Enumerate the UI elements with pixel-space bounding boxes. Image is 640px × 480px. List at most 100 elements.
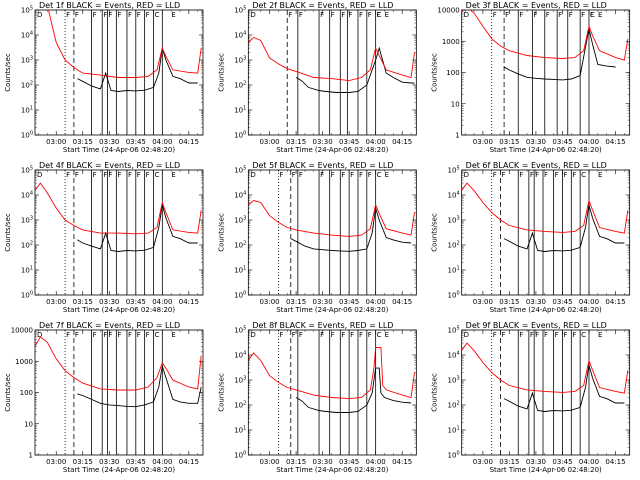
y-tick-label: 102 — [234, 241, 246, 250]
region-flag-label: F — [93, 11, 97, 19]
lld-series-line — [461, 342, 629, 394]
x-tick-label: 03:45 — [126, 298, 146, 306]
x-tick-label: 04:00 — [152, 138, 172, 146]
panel-det-2f: Det 2f BLACK = Events, RED = LLD Counts/s… — [217, 1, 417, 154]
y-tick-label: 100 — [448, 291, 460, 300]
region-flag-label: D — [250, 171, 255, 179]
region-flag-label: F — [137, 331, 141, 339]
y-tick-label: 103 — [21, 56, 33, 65]
panel-det-9f: Det 9f BLACK = Events, RED = LLD Counts/s… — [431, 321, 631, 474]
region-flag-label: F — [320, 331, 324, 339]
y-axis-label: Counts/sec — [217, 213, 225, 252]
x-tick-label: 03:30 — [313, 138, 333, 146]
y-tick-label: 104 — [21, 191, 33, 200]
y-tick-label: 103 — [234, 376, 246, 385]
y-tick-label: 104 — [448, 351, 460, 360]
x-axis-label: Start Time (24-Apr-06 02:48:20) — [490, 306, 602, 314]
region-flag-label: F — [546, 11, 550, 19]
y-tick-label: 100 — [234, 451, 246, 460]
x-tick-label: 03:45 — [339, 138, 359, 146]
y-tick-label: 10 — [451, 100, 460, 108]
region-flag-label: F — [530, 171, 534, 179]
region-flag-label: F — [350, 171, 354, 179]
plot-frame — [34, 9, 204, 136]
region-flag-label: D — [37, 331, 42, 339]
panel-title: Det 1f BLACK = Events, RED = LLD — [39, 1, 180, 10]
panel-title: Det 3f BLACK = Events, RED = LLD — [466, 1, 607, 10]
x-tick-label: 04:00 — [152, 298, 172, 306]
region-flag-label: F — [569, 11, 573, 19]
y-tick-label: 100 — [20, 389, 33, 397]
x-axis-label: Start Time (24-Apr-06 02:48:20) — [63, 306, 175, 314]
region-flag-label: F — [502, 331, 506, 339]
x-tick-label: 03:00 — [259, 458, 279, 466]
region-flag-label: F — [288, 11, 292, 19]
y-tick-label: 100 — [234, 291, 246, 300]
x-tick-label: 03:15 — [499, 458, 519, 466]
y-tick-label: 103 — [448, 376, 460, 385]
region-flag-label: E — [385, 11, 389, 19]
region-flag-label: F — [502, 171, 506, 179]
events-series-line — [77, 204, 198, 252]
y-tick-label: 1 — [29, 452, 33, 460]
region-flag-label: F — [117, 11, 121, 19]
region-flag-label: F — [493, 11, 497, 19]
region-flag-label: F — [555, 331, 559, 339]
region-flag-label: F — [590, 11, 594, 19]
y-tick-label: 101 — [448, 426, 460, 435]
y-tick-label: 10000 — [11, 327, 33, 335]
events-series-line — [77, 365, 202, 408]
y-tick-label: 100 — [21, 131, 33, 140]
y-tick-label: 1 — [455, 132, 459, 140]
region-flag-label: E — [385, 171, 389, 179]
region-flag-label: F — [544, 171, 548, 179]
region-flag-label: F — [331, 331, 335, 339]
region-flag-label: E — [598, 171, 602, 179]
region-flag-label: F — [581, 11, 585, 19]
region-flag-label: F — [109, 11, 113, 19]
x-tick-label: 03:00 — [473, 458, 493, 466]
events-series-line — [503, 28, 616, 81]
y-tick-label: 104 — [21, 31, 33, 40]
x-tick-label: 03:30 — [313, 298, 333, 306]
region-flag-label: F — [572, 171, 576, 179]
region-flag-label: C — [154, 331, 159, 339]
panel-det-5f: Det 5f BLACK = Events, RED = LLD Counts/s… — [217, 161, 417, 314]
region-flag-label: C — [581, 171, 586, 179]
region-flag-label: F — [331, 11, 335, 19]
events-series-line — [503, 364, 625, 412]
region-flag-label: E — [171, 11, 175, 19]
lld-series-line — [248, 347, 415, 400]
events-series-line — [503, 204, 625, 252]
region-flag-label: F — [117, 331, 121, 339]
region-flag-label: F — [341, 331, 345, 339]
region-flag-label: F — [299, 11, 303, 19]
x-tick-label: 04:15 — [392, 138, 412, 146]
region-flag-label: C — [154, 171, 159, 179]
plot-frame — [461, 329, 631, 456]
y-tick-label: 102 — [234, 401, 246, 410]
x-axis-label: Start Time (24-Apr-06 02:48:20) — [490, 146, 602, 154]
x-tick-label: 04:00 — [366, 458, 386, 466]
x-tick-label: 03:15 — [286, 458, 306, 466]
region-flag-label: F — [555, 171, 559, 179]
x-tick-label: 03:00 — [473, 138, 493, 146]
y-tick-label: 100 — [446, 69, 459, 77]
y-tick-label: 105 — [21, 166, 33, 175]
y-tick-label: 103 — [234, 216, 246, 225]
panel-title: Det 4f BLACK = Events, RED = LLD — [39, 161, 180, 170]
y-tick-label: 105 — [234, 326, 246, 335]
y-axis-label: Counts/sec — [431, 373, 439, 412]
x-tick-label: 03:15 — [73, 458, 93, 466]
region-flag-label: D — [37, 171, 42, 179]
panel-det-7f: Det 7f BLACK = Events, RED = LLD Counts/s… — [4, 321, 204, 474]
region-flag-label: F — [368, 11, 372, 19]
panel-title: Det 6f BLACK = Events, RED = LLD — [466, 161, 607, 170]
y-tick-label: 103 — [21, 216, 33, 225]
plot-frame — [34, 169, 204, 296]
region-flag-label: F — [128, 171, 132, 179]
x-tick-label: 03:15 — [499, 298, 519, 306]
y-tick-label: 101 — [234, 106, 246, 115]
region-flag-label: D — [250, 331, 255, 339]
region-flag-label: F — [299, 331, 303, 339]
